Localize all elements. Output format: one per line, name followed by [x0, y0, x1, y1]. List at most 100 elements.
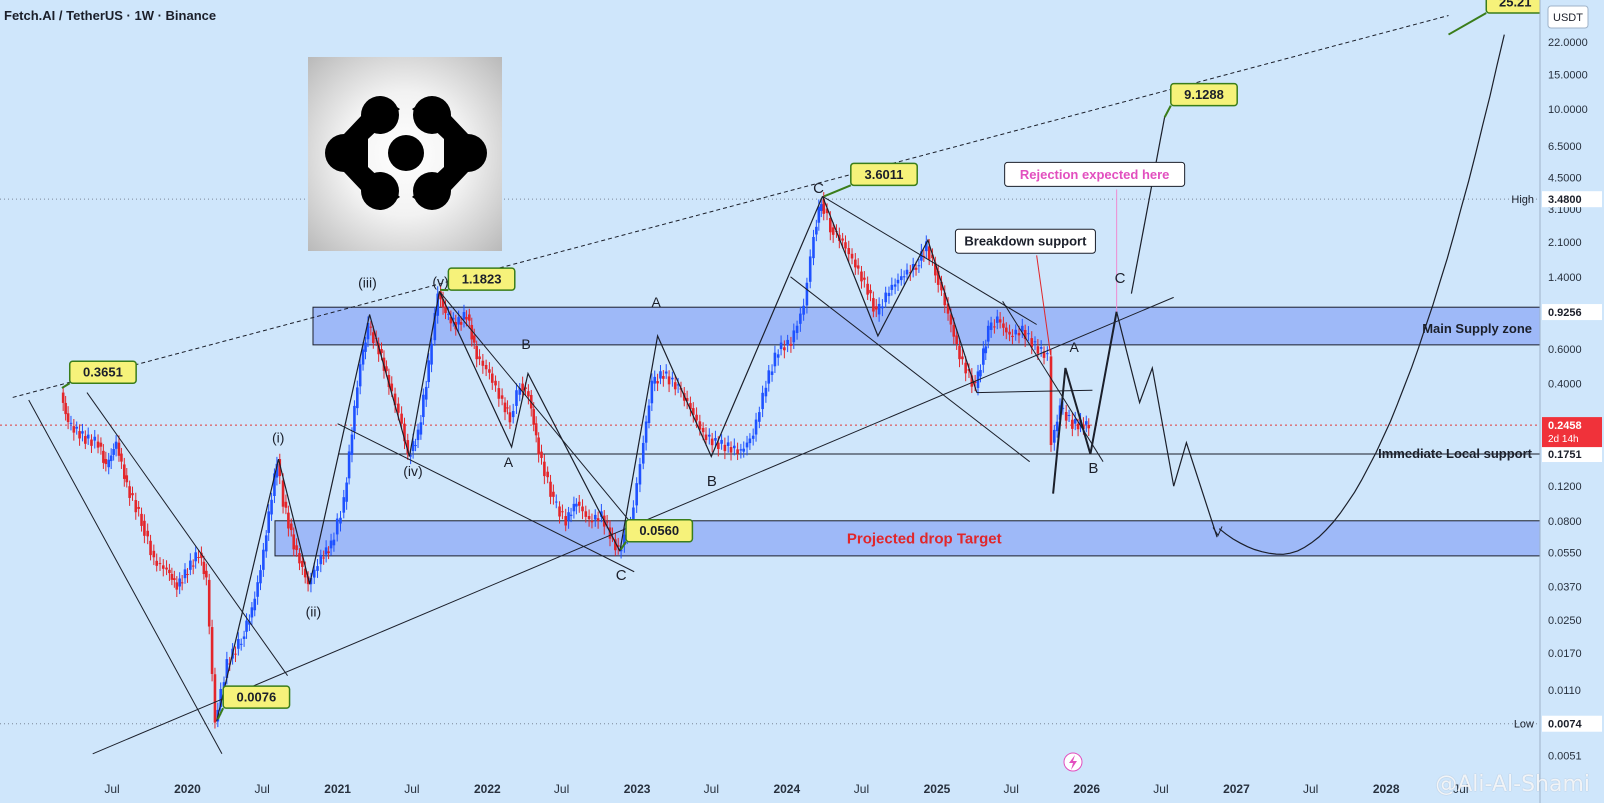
price-candle [207, 579, 211, 627]
price-candle [534, 423, 538, 436]
price-candle [96, 441, 100, 448]
price-candle [345, 482, 348, 502]
time-axis-tick: Jul [1004, 782, 1019, 796]
price-candle [186, 574, 189, 576]
price-candle [720, 439, 723, 444]
price-candle [281, 480, 285, 507]
price-candle [575, 503, 578, 507]
price-candle [856, 265, 860, 269]
axis-tag-supply-bg [1542, 304, 1602, 321]
time-axis-tick: 2020 [174, 782, 201, 796]
price-candle [685, 398, 689, 402]
time-axis-tick: 2027 [1223, 782, 1250, 796]
price-candle [619, 549, 623, 552]
tag-0-0560: 0.0560 [639, 523, 679, 538]
price-candle [984, 346, 988, 354]
price-axis-tick: 6.5000 [1548, 141, 1582, 153]
price-candle [1071, 419, 1074, 429]
price-candle [75, 426, 79, 429]
price-candle [358, 364, 362, 387]
price-candle [902, 276, 906, 278]
price-candle [1042, 351, 1046, 358]
price-candle [400, 413, 403, 424]
price-candle [152, 550, 156, 558]
price-candle [707, 434, 711, 437]
alert-lightning-glyph [1069, 755, 1077, 770]
price-candle [131, 493, 134, 496]
fetch-ai-logo-icon [325, 96, 487, 210]
price-candle [540, 451, 543, 458]
price-candle [638, 464, 642, 485]
price-candle [267, 511, 271, 533]
down-channel-upper [86, 392, 288, 676]
tag-25-21-pointer [1448, 12, 1487, 36]
price-candle [419, 422, 423, 435]
breakdown-support-callout: Breakdown support [964, 234, 1087, 249]
price-axis-tick: 0.6000 [1548, 344, 1582, 356]
main-supply-zone-label: Main Supply zone [1422, 321, 1532, 336]
price-candle [361, 349, 365, 365]
price-candle [324, 547, 328, 555]
tag-9-1288: 9.1288 [1184, 87, 1224, 102]
tag-1-1823: 1.1823 [462, 272, 502, 287]
dashed-resistance-line [12, 15, 1449, 398]
unit-box [1547, 5, 1589, 29]
price-axis-tick: 0.0370 [1548, 582, 1582, 594]
tag-0-0560-box [625, 518, 694, 543]
price-candle [1046, 353, 1049, 355]
price-candle [385, 366, 388, 372]
price-candle [322, 557, 325, 559]
price-candle [812, 236, 815, 259]
price-candle [409, 455, 412, 457]
price-candle [393, 393, 397, 406]
price-candle [197, 557, 200, 559]
price-candle [457, 317, 460, 325]
price-candle [890, 284, 894, 290]
price-candle [799, 313, 802, 324]
time-axis-tick: 2025 [924, 782, 951, 796]
price-candle [518, 387, 522, 395]
high-tag-label: High [1511, 194, 1534, 206]
price-candle [745, 442, 749, 448]
time-axis-tick: Jul [104, 782, 119, 796]
price-candle [1052, 429, 1056, 443]
price-candle [825, 208, 829, 214]
price-candle [590, 520, 594, 523]
price-candle [863, 277, 866, 280]
price-candle [298, 553, 301, 564]
price-candle [403, 423, 406, 442]
price-candle [802, 305, 805, 315]
tag-0-3651-box [68, 360, 137, 384]
price-candle [723, 444, 727, 452]
price-candle [242, 636, 246, 639]
price-candle [475, 345, 478, 360]
price-candle [605, 521, 609, 523]
price-candle [102, 450, 105, 463]
price-candle [494, 380, 497, 386]
target-one-projection [1130, 117, 1166, 294]
price-candle [986, 325, 990, 342]
price-candle [844, 242, 847, 249]
price-candle [1064, 411, 1068, 421]
price-candle [189, 560, 192, 570]
price-candle [993, 326, 996, 328]
tag-0-0076-box [222, 685, 291, 709]
price-candle [515, 390, 518, 406]
tag-0-0076: 0.0076 [236, 690, 276, 705]
price-candle [561, 511, 564, 513]
price-candle [982, 348, 985, 365]
price-candle [656, 381, 659, 384]
price-candle [1073, 418, 1077, 424]
price-candle [1023, 330, 1027, 340]
price-candle [335, 518, 339, 535]
price-candle [729, 447, 733, 453]
price-candle [234, 653, 237, 655]
price-candle [911, 263, 915, 270]
time-axis-tick: Jul [704, 782, 719, 796]
price-candle [1017, 332, 1021, 336]
abc-correction-2023 [619, 196, 824, 552]
price-candle [1030, 338, 1034, 348]
price-candle [213, 674, 217, 723]
